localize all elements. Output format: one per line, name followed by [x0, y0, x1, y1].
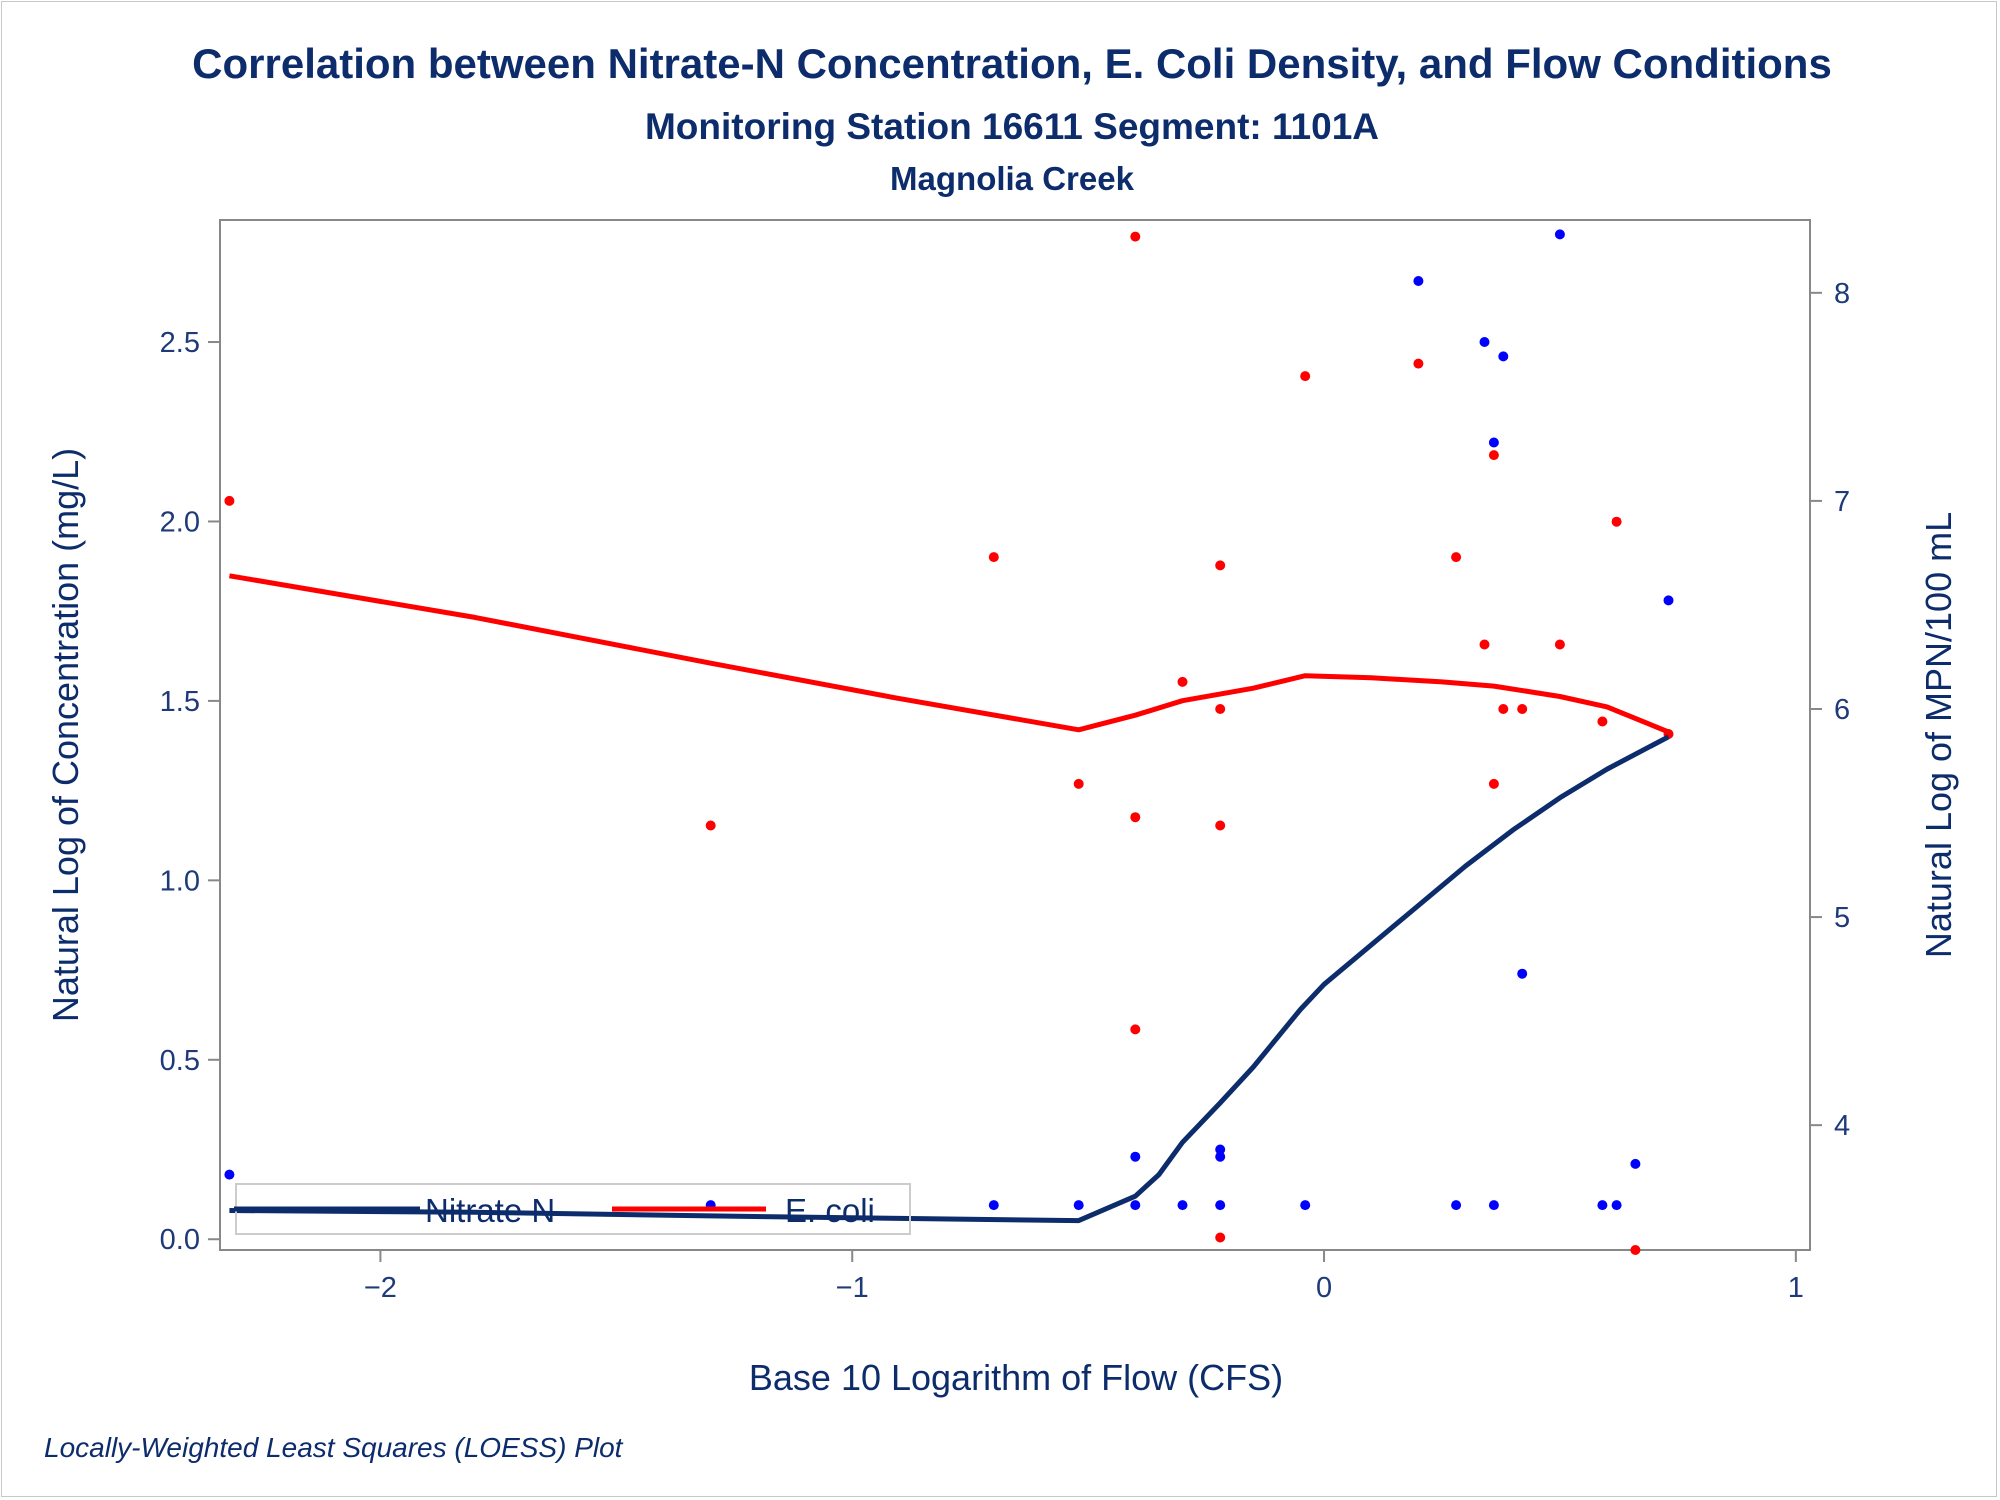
e-coli-point — [1554, 639, 1565, 650]
nitrate-n-point — [1130, 1151, 1141, 1162]
nitrate-n-point — [1488, 1200, 1499, 1211]
e-coli-point — [705, 820, 716, 831]
y2-tick-label: 6 — [1834, 694, 1850, 726]
nitrate-n-point — [1300, 1200, 1311, 1211]
nitrate-n-point — [1554, 229, 1565, 240]
chart-title: Correlation between Nitrate-N Concentrat… — [192, 40, 1832, 87]
nitrate-n-point — [1630, 1158, 1641, 1169]
y-axis-label: Natural Log of Concentration (mg/L) — [45, 448, 86, 1022]
nitrate-n-point — [1479, 337, 1490, 347]
nitrate-n-point — [1517, 968, 1528, 979]
nitrate-n-point — [988, 1200, 999, 1211]
y2-tick-label: 8 — [1834, 278, 1850, 310]
nitrate-n-point — [1073, 1200, 1084, 1211]
nitrate-n-point — [1597, 1200, 1608, 1211]
y-tick-label: 1.5 — [160, 686, 200, 718]
nitrate-n-point — [1215, 1144, 1226, 1155]
e-coli-point — [1611, 516, 1622, 527]
e-coli-point — [1451, 552, 1462, 563]
e-coli-point — [1479, 639, 1490, 650]
e-coli-point — [1413, 358, 1424, 369]
x-axis: −2 −1 0 1 — [364, 1250, 1804, 1304]
e-coli-point — [1630, 1245, 1641, 1255]
x-tick-label: −1 — [836, 1272, 869, 1304]
y-tick-label: 2.0 — [160, 506, 200, 538]
plot-marks — [224, 229, 1674, 1255]
nitrate-n-point — [1130, 1200, 1141, 1211]
nitrate-n-point — [1215, 1151, 1226, 1162]
e-coli-point — [1215, 820, 1226, 831]
chart-footnote: Locally-Weighted Least Squares (LOESS) P… — [44, 1432, 624, 1463]
nitrate-n-point — [1413, 276, 1424, 286]
e-coli-point — [1498, 704, 1509, 714]
nitrate-n-point — [1488, 437, 1499, 448]
e-coli-point — [1215, 704, 1226, 714]
e-coli-point — [1130, 812, 1141, 823]
e-coli-point — [1517, 704, 1528, 714]
e-coli-point — [1215, 1232, 1226, 1243]
y-tick-label: 1.0 — [160, 865, 200, 897]
nitrate-n-loess-line — [229, 734, 1670, 1224]
y2-tick-label: 4 — [1834, 1110, 1850, 1142]
y-axis-right: 4 5 6 7 8 — [1810, 278, 1850, 1142]
legend-nitrate-label: Nitrate N — [425, 1192, 555, 1229]
chart-subtitle-2: Magnolia Creek — [890, 160, 1135, 197]
e-coli-point — [1177, 676, 1188, 687]
nitrate-n-point — [1611, 1200, 1622, 1211]
e-coli-point — [1130, 1024, 1141, 1035]
nitrate-n-point — [1663, 595, 1674, 606]
chart-subtitle: Monitoring Station 16611 Segment: 1101A — [645, 106, 1379, 147]
e-coli-point — [1488, 450, 1499, 461]
e-coli-point — [988, 552, 999, 563]
y2-tick-label: 5 — [1834, 902, 1850, 934]
y-tick-label: 2.5 — [160, 327, 200, 359]
e-coli-point — [1215, 560, 1226, 571]
y2-tick-label: 7 — [1834, 486, 1850, 518]
nitrate-n-point — [1215, 1200, 1226, 1211]
nitrate-n-point — [1498, 351, 1509, 362]
e-coli-point — [1073, 778, 1084, 789]
y2-axis-label: Natural Log of MPN/100 mL — [1918, 512, 1959, 958]
legend: Nitrate N E. coli — [234, 1183, 911, 1235]
plot-area-border — [219, 219, 1811, 1251]
e-coli-point — [1130, 231, 1141, 242]
x-axis-label: Base 10 Logarithm of Flow (CFS) — [749, 1357, 1283, 1398]
e-coli-point — [224, 495, 235, 506]
x-tick-label: 1 — [1788, 1272, 1804, 1304]
nitrate-n-point — [1451, 1200, 1462, 1211]
x-tick-label: 0 — [1316, 1272, 1332, 1304]
y-tick-label: 0.5 — [160, 1045, 200, 1077]
y-tick-label: 0.0 — [160, 1224, 200, 1256]
e-coli-point — [1597, 716, 1608, 727]
e-coli-point — [1488, 778, 1499, 789]
nitrate-n-point — [224, 1169, 235, 1180]
legend-ecoli-label: E. coli — [785, 1192, 875, 1229]
e-coli-loess-line — [228, 573, 1670, 735]
x-tick-label: −2 — [364, 1272, 397, 1304]
nitrate-n-point — [1177, 1200, 1188, 1211]
y-axis-left: 0.0 0.5 1.0 1.5 2.0 2.5 — [160, 327, 220, 1256]
e-coli-point — [1300, 371, 1311, 382]
